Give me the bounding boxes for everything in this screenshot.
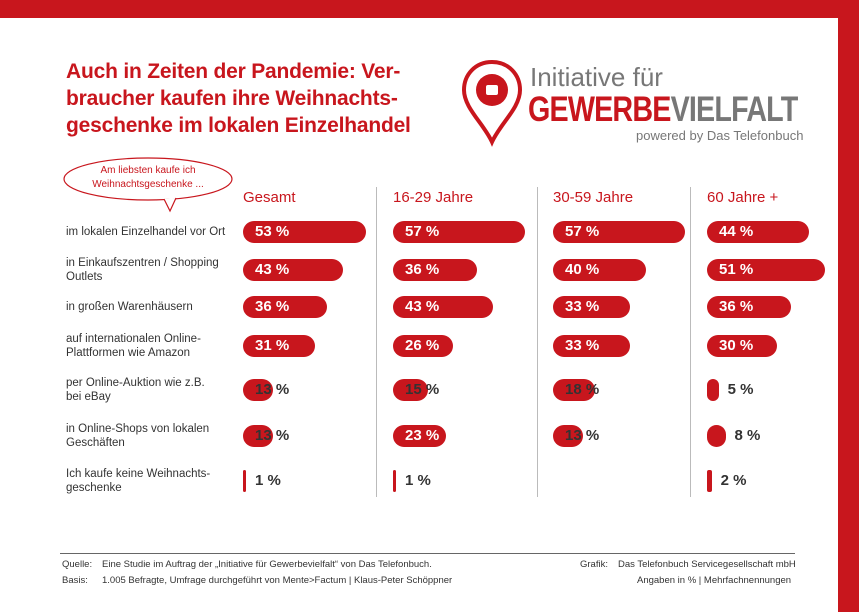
chart-title: Auch in Zeiten der Pandemie: Ver- brauch… [66, 58, 411, 139]
bar [393, 470, 396, 492]
bar [393, 221, 526, 243]
logo-brand: GEWERBEVIELFALT [528, 90, 799, 130]
value-label: 1 % [255, 472, 281, 489]
category-label: Ich kaufe keine Weihnachts- geschenke [66, 468, 211, 494]
category-label: in Einkaufszentren / Shopping Outlets [66, 257, 219, 283]
value-label: 13 % [255, 427, 290, 444]
footer-rule [60, 553, 795, 554]
bar [393, 259, 477, 281]
bar [707, 470, 712, 492]
logo-line: Initiative für [530, 62, 663, 92]
bar [553, 425, 584, 447]
value-label: 43 % [405, 298, 440, 315]
category-label: auf internationalen Online- Plattformen … [66, 333, 201, 359]
value-label: 1 % [405, 472, 431, 489]
right-band [838, 0, 859, 612]
bar [707, 379, 719, 401]
footer-label: Grafik: [580, 559, 608, 570]
logo-tagline: powered by Das Telefonbuch [636, 128, 804, 143]
value-label: 36 % [255, 298, 290, 315]
top-band [0, 0, 859, 18]
bar [553, 379, 595, 401]
column-divider [537, 187, 538, 497]
bar [243, 379, 274, 401]
category-label: in großen Warenhäusern [66, 301, 193, 313]
footer-text: Das Telefonbuch Servicegesellschaft mbH [618, 559, 796, 570]
bar [393, 425, 447, 447]
footer-text: Eine Studie im Auftrag der „Initiative f… [102, 559, 432, 570]
value-label: 18 % [565, 381, 600, 398]
bar [707, 221, 810, 243]
bar [243, 425, 274, 447]
value-label: 43 % [255, 261, 290, 278]
value-label: 31 % [255, 337, 290, 354]
value-label: 33 % [565, 337, 600, 354]
bar [243, 470, 246, 492]
bar [553, 221, 686, 243]
category-label: in Online-Shops von lokalen Geschäften [66, 423, 210, 449]
value-label: 57 % [405, 223, 440, 240]
value-label: 30 % [719, 337, 754, 354]
footer-label: Basis: [62, 575, 88, 586]
category-label: per Online-Auktion wie z.B. bei eBay [66, 377, 205, 403]
bar [393, 296, 493, 318]
bar [393, 335, 454, 357]
bar [707, 296, 791, 318]
value-label: 13 % [565, 427, 600, 444]
bar [243, 259, 343, 281]
value-label: 15 % [405, 381, 440, 398]
column-header: 30-59 Jahre [553, 189, 634, 206]
value-label: 53 % [255, 223, 290, 240]
value-label: 23 % [405, 427, 440, 444]
column-divider [376, 187, 377, 497]
column-header: Gesamt [243, 189, 296, 206]
category-label: im lokalen Einzelhandel vor Ort [66, 226, 226, 238]
bar [243, 296, 327, 318]
column-header: 16-29 Jahre [393, 189, 474, 206]
value-label: 57 % [565, 223, 600, 240]
bar [707, 425, 726, 447]
value-label: 44 % [719, 223, 754, 240]
bar [553, 296, 630, 318]
bar [553, 259, 646, 281]
footer-label: Quelle: [62, 559, 93, 570]
logo-brand-gray: VIELFALT [670, 90, 799, 129]
bar [393, 379, 428, 401]
title-line: Auch in Zeiten der Pandemie: Ver- [66, 60, 401, 83]
value-label: 36 % [719, 298, 754, 315]
value-label: 5 % [727, 381, 754, 398]
value-label: 33 % [565, 298, 600, 315]
bar [553, 335, 630, 357]
value-label: 36 % [405, 261, 440, 278]
bar [243, 335, 315, 357]
logo-pin [461, 59, 523, 147]
value-label: 51 % [719, 261, 754, 278]
value-label: 8 % [734, 427, 761, 444]
title-line: geschenke im lokalen Einzelhandel [66, 114, 411, 137]
value-label: 2 % [720, 472, 747, 489]
value-label: 26 % [405, 337, 440, 354]
title-line: braucher kaufen ihre Weihnachts- [66, 87, 398, 110]
bar [707, 259, 826, 281]
column-divider [690, 187, 691, 497]
footer-text: 1.005 Befragte, Umfrage durchgeführt von… [102, 575, 453, 586]
column-header: 60 Jahre + [707, 189, 779, 206]
bar [243, 221, 366, 243]
bar [707, 335, 777, 357]
value-label: 13 % [255, 381, 290, 398]
speech-bubble [63, 157, 233, 213]
logo-brand-red: GEWERBE [528, 90, 671, 129]
footer-text: Angaben in % | Mehrfachnennungen [637, 575, 792, 586]
bubble-text: Am liebsten kaufe ich Weihnachtsgeschenk… [92, 165, 204, 190]
value-label: 40 % [565, 261, 600, 278]
